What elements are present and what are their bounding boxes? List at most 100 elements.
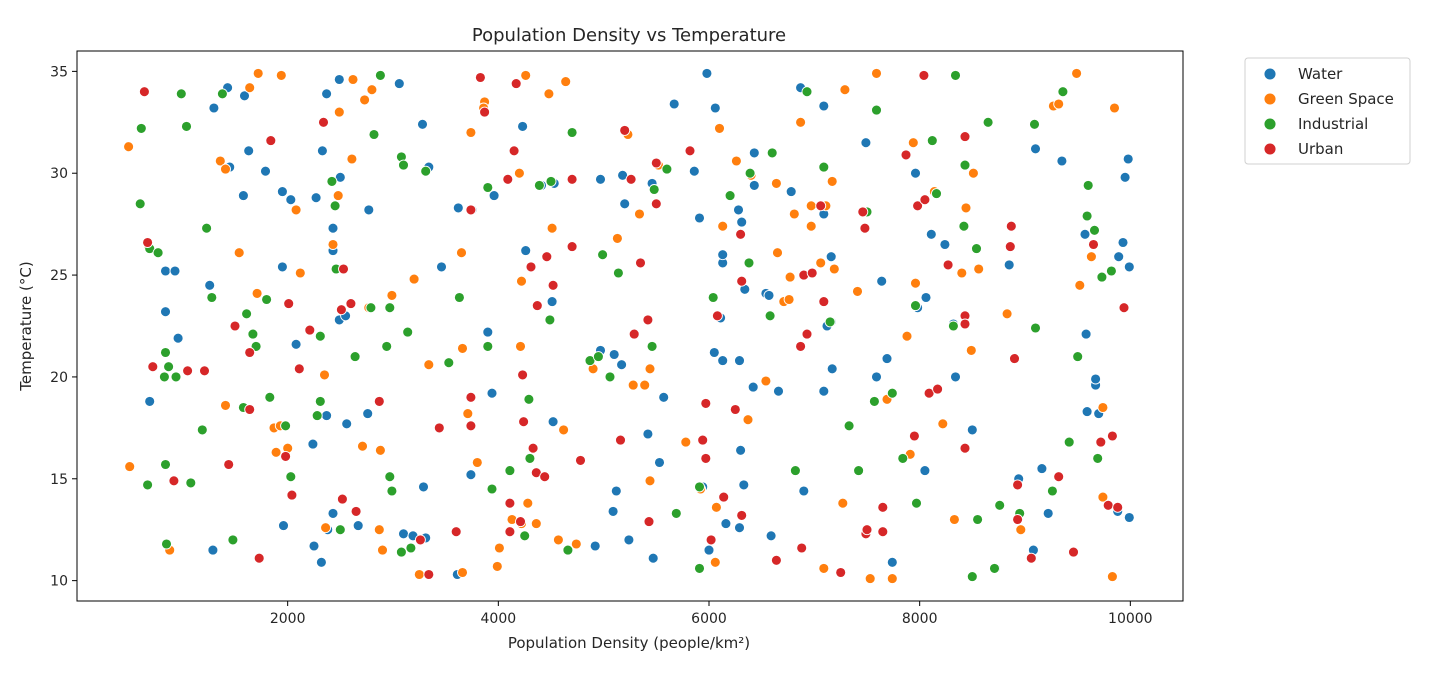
point-green-space-29 (374, 444, 386, 456)
data-points (123, 67, 1135, 585)
point-urban-85 (877, 526, 889, 538)
point-urban-73 (796, 542, 808, 554)
point-green-space-51 (522, 497, 534, 509)
point-industrial-95 (950, 69, 961, 81)
point-urban-87 (908, 430, 920, 442)
point-water-140 (1113, 251, 1125, 263)
point-industrial-25 (381, 340, 393, 352)
point-green-space-122 (1109, 102, 1120, 114)
point-water-30 (307, 438, 319, 450)
point-green-space-96 (864, 573, 876, 585)
point-urban-64 (705, 534, 717, 546)
point-green-space-93 (818, 562, 830, 574)
point-water-78 (717, 355, 729, 367)
point-green-space-4 (275, 69, 287, 81)
point-water-3 (333, 74, 345, 85)
point-industrial-5 (181, 120, 192, 132)
point-green-space-95 (852, 285, 863, 297)
point-urban-90 (918, 69, 930, 81)
point-water-44 (418, 481, 429, 493)
point-water-137 (1090, 373, 1102, 385)
point-water-105 (798, 485, 810, 497)
legend-item-urban: Urban (1263, 140, 1343, 158)
point-urban-5 (199, 365, 210, 377)
point-green-space-82 (783, 294, 795, 305)
point-industrial-17 (368, 129, 380, 140)
point-urban-36 (517, 369, 529, 381)
point-urban-11 (265, 135, 277, 147)
point-green-space-103 (907, 137, 919, 149)
point-water-62 (736, 216, 748, 228)
point-urban-46 (541, 251, 553, 263)
point-industrial-115 (1092, 452, 1104, 464)
point-water-143 (1122, 153, 1134, 165)
point-industrial-76 (743, 257, 755, 269)
point-industrial-83 (789, 465, 801, 477)
point-green-space-18 (366, 84, 378, 96)
point-urban-63 (700, 452, 712, 464)
point-green-space-9 (251, 287, 263, 299)
x-tick-label-10000: 10000 (1108, 611, 1153, 627)
point-industrial-100 (972, 514, 984, 525)
point-urban-56 (642, 314, 654, 326)
legend-label-green-space: Green Space (1298, 90, 1394, 108)
point-green-space-69 (680, 436, 692, 448)
point-water-132 (1056, 155, 1068, 167)
point-green-space-11 (294, 267, 306, 279)
point-green-space-111 (973, 263, 985, 275)
legend-item-green-space: Green Space (1263, 90, 1394, 108)
point-green-space-56 (493, 542, 505, 554)
point-green-space-16 (347, 74, 359, 85)
point-urban-41 (525, 261, 537, 273)
point-urban-83 (861, 524, 873, 536)
point-industrial-63 (524, 452, 536, 464)
point-industrial-82 (824, 316, 836, 328)
point-green-space-43 (560, 76, 572, 88)
point-water-4 (321, 88, 333, 100)
point-industrial-69 (648, 184, 660, 195)
point-green-space-108 (956, 267, 968, 279)
point-water-135 (1081, 406, 1093, 418)
point-water-76 (658, 391, 670, 403)
point-urban-27 (450, 526, 462, 538)
point-water-107 (826, 363, 838, 375)
point-urban-79 (835, 567, 847, 578)
point-green-space-35 (423, 359, 435, 371)
point-urban-97 (959, 442, 971, 454)
point-green-space-79 (772, 247, 783, 259)
point-water-116 (910, 167, 921, 179)
point-water-9 (260, 165, 271, 177)
point-industrial-80 (801, 86, 813, 98)
point-water-69 (436, 261, 447, 273)
point-green-space-53 (530, 518, 542, 530)
point-green-space-45 (546, 222, 558, 234)
point-green-space-77 (742, 414, 754, 426)
point-industrial-6 (216, 88, 228, 100)
point-urban-57 (643, 516, 655, 528)
point-water-20 (169, 265, 181, 277)
point-green-space-68 (634, 208, 645, 220)
point-water-144 (1123, 261, 1135, 273)
point-industrial-43 (334, 524, 346, 536)
point-urban-75 (801, 328, 813, 340)
point-urban-105 (1068, 546, 1079, 558)
point-industrial-101 (966, 571, 978, 583)
point-water-22 (276, 261, 288, 273)
point-green-space-119 (1097, 402, 1109, 413)
point-industrial-71 (670, 507, 682, 519)
point-green-space-10 (290, 204, 302, 216)
point-urban-32 (479, 106, 491, 118)
point-water-113 (881, 353, 893, 365)
y-tick-label-30: 30 (50, 166, 68, 182)
point-industrial-116 (1096, 271, 1108, 283)
point-urban-71 (770, 554, 782, 566)
point-urban-8 (244, 347, 256, 358)
point-industrial-48 (443, 357, 455, 369)
point-water-75 (616, 359, 628, 371)
point-water-118 (920, 292, 932, 303)
point-urban-101 (1012, 479, 1024, 491)
point-water-37 (352, 520, 364, 532)
point-green-space-19 (408, 273, 420, 285)
point-green-space-30 (373, 524, 385, 536)
point-industrial-11 (241, 308, 253, 320)
